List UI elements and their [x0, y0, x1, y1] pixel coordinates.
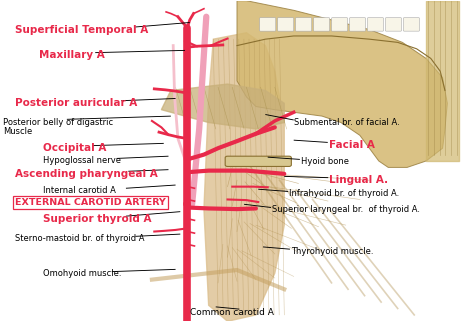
Text: Submental br. of facial A.: Submental br. of facial A.: [294, 118, 400, 127]
FancyBboxPatch shape: [385, 18, 401, 31]
Text: Muscle: Muscle: [3, 127, 32, 136]
Text: Posterior belly of digastric: Posterior belly of digastric: [3, 118, 113, 127]
Polygon shape: [204, 33, 284, 321]
Text: Internal carotid A: Internal carotid A: [43, 186, 116, 195]
Text: EXTERNAL CAROTID ARTERY: EXTERNAL CAROTID ARTERY: [15, 198, 165, 207]
Text: Sterno-mastoid br. of thyroid A: Sterno-mastoid br. of thyroid A: [15, 234, 145, 243]
Text: Common carotid A: Common carotid A: [190, 308, 273, 317]
FancyBboxPatch shape: [403, 18, 419, 31]
Text: Hypoglossal nerve: Hypoglossal nerve: [43, 156, 121, 165]
FancyBboxPatch shape: [314, 18, 329, 31]
FancyBboxPatch shape: [349, 18, 365, 31]
Text: Facial A: Facial A: [329, 140, 375, 150]
FancyBboxPatch shape: [367, 18, 383, 31]
FancyBboxPatch shape: [260, 18, 276, 31]
Text: Omohyoid muscle.: Omohyoid muscle.: [43, 270, 122, 278]
Text: Superficial Temporal A: Superficial Temporal A: [15, 25, 148, 35]
FancyBboxPatch shape: [225, 156, 292, 166]
Text: Superior laryngeal br.  of thyroid A.: Superior laryngeal br. of thyroid A.: [273, 205, 420, 214]
Text: Maxillary A: Maxillary A: [38, 50, 104, 61]
Polygon shape: [237, 1, 447, 167]
Text: Ascending pharyngeal A: Ascending pharyngeal A: [15, 169, 158, 179]
FancyBboxPatch shape: [296, 18, 312, 31]
FancyBboxPatch shape: [278, 18, 294, 31]
Text: Thyrohyoid muscle.: Thyrohyoid muscle.: [292, 247, 374, 256]
Text: Hyoid bone: Hyoid bone: [301, 157, 349, 166]
Text: Lingual A.: Lingual A.: [329, 175, 388, 185]
Text: Posterior auricular A: Posterior auricular A: [15, 99, 137, 109]
Text: Infrahyoid br. of thyroid A.: Infrahyoid br. of thyroid A.: [289, 189, 399, 198]
Polygon shape: [161, 84, 284, 129]
Text: Occipital A: Occipital A: [43, 143, 107, 153]
Text: Superior thyroid A: Superior thyroid A: [43, 214, 152, 224]
FancyBboxPatch shape: [331, 18, 347, 31]
